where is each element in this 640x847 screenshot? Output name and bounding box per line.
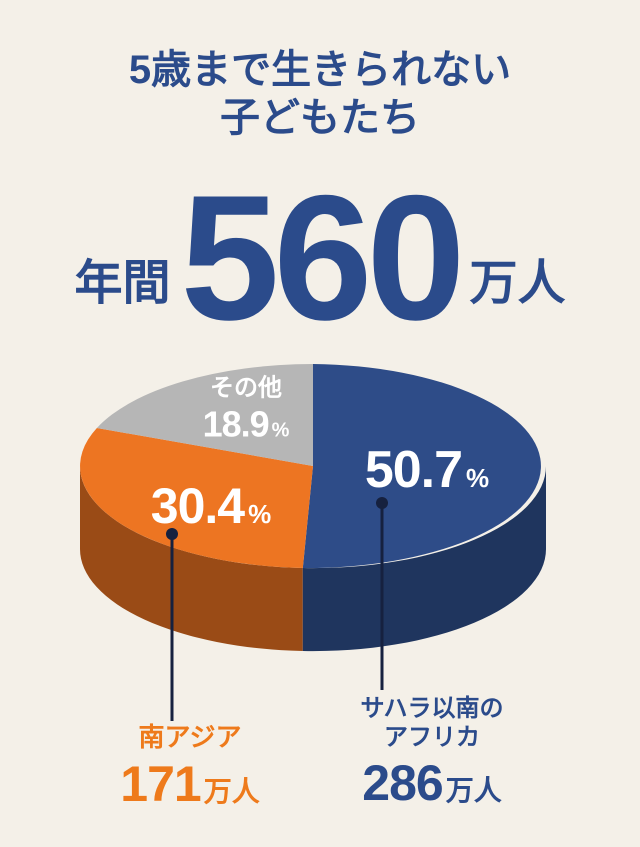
annual-total: 年間 560 万人 bbox=[0, 169, 640, 347]
other-slice-name: その他 bbox=[210, 374, 282, 402]
south-asia-percent-label: 30.4 % bbox=[151, 477, 271, 535]
south-asia-name: 南アジア bbox=[138, 722, 242, 752]
percent-symbol: % bbox=[271, 419, 290, 442]
africa-name-line1: サハラ以南の bbox=[360, 695, 504, 722]
africa-name-line2: アフリカ bbox=[383, 724, 480, 752]
percent-symbol: % bbox=[466, 463, 490, 493]
africa-value-row: 286 万人 bbox=[360, 757, 503, 810]
pie-slice-south-asia bbox=[80, 428, 313, 568]
other-percent-value: 18.9 bbox=[202, 403, 270, 445]
south-asia-value-row: 171 万人 bbox=[120, 758, 259, 811]
pie-side-south-asia bbox=[79, 466, 303, 651]
page-title-line1: 5歳まで生きられない bbox=[128, 48, 512, 92]
page-title: 5歳まで生きられない 子どもたち bbox=[0, 46, 640, 142]
annual-total-value: 560 bbox=[180, 158, 466, 357]
pie-slice-other bbox=[96, 364, 314, 466]
percent-symbol: % bbox=[248, 499, 272, 529]
south-asia-unit: 万人 bbox=[203, 775, 260, 807]
leader-dot-africa bbox=[376, 497, 388, 509]
south-asia-percent-value: 30.4 bbox=[150, 478, 245, 534]
south-asia-value: 171 bbox=[120, 755, 201, 812]
other-percent-label: 18.9 % bbox=[203, 402, 290, 445]
leader-dot-south-asia bbox=[166, 528, 178, 540]
pie-slice-africa bbox=[302, 364, 541, 569]
pie-side-africa bbox=[302, 466, 547, 652]
africa-callout: サハラ以南の アフリカ 286 万人 bbox=[360, 694, 503, 809]
annual-total-unit: 万人 bbox=[469, 257, 566, 310]
south-asia-callout: 南アジア 171 万人 bbox=[120, 722, 259, 810]
africa-percent-value: 50.7 bbox=[364, 441, 463, 499]
other-slice-label: その他 18.9 % bbox=[203, 375, 290, 446]
africa-unit: 万人 bbox=[445, 774, 502, 806]
africa-value: 286 bbox=[362, 754, 443, 811]
africa-percent-label: 50.7 % bbox=[365, 440, 489, 500]
annual-total-prefix: 年間 bbox=[74, 257, 171, 310]
page-title-line2: 子どもたち bbox=[220, 96, 420, 140]
